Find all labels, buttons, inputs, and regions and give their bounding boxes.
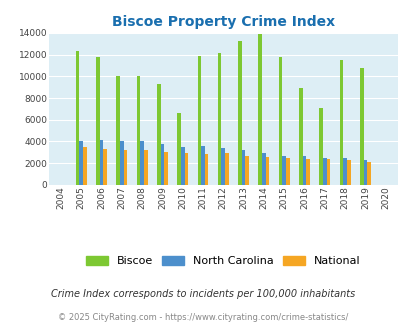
Bar <box>245 155 249 185</box>
Bar <box>123 149 127 185</box>
Bar <box>143 149 147 185</box>
Bar <box>258 34 262 185</box>
Bar <box>116 76 120 185</box>
Bar <box>96 57 99 185</box>
Bar <box>156 84 160 185</box>
Bar <box>265 157 269 185</box>
Text: © 2025 CityRating.com - https://www.cityrating.com/crime-statistics/: © 2025 CityRating.com - https://www.city… <box>58 313 347 322</box>
Bar <box>241 150 245 185</box>
Bar <box>103 149 107 185</box>
Bar <box>298 88 302 185</box>
Bar <box>181 148 184 185</box>
Bar <box>197 56 201 185</box>
Bar <box>221 148 224 185</box>
Bar <box>217 52 221 185</box>
Title: Biscoe Property Crime Index: Biscoe Property Crime Index <box>111 15 334 29</box>
Bar <box>343 158 346 185</box>
Bar <box>76 51 79 185</box>
Bar <box>278 57 282 185</box>
Bar <box>204 154 208 185</box>
Bar <box>224 153 228 185</box>
Text: Crime Index corresponds to incidents per 100,000 inhabitants: Crime Index corresponds to incidents per… <box>51 289 354 299</box>
Bar <box>282 156 286 185</box>
Legend: Biscoe, North Carolina, National: Biscoe, North Carolina, National <box>81 251 364 271</box>
Bar <box>366 162 370 185</box>
Bar <box>237 41 241 185</box>
Bar <box>322 158 326 185</box>
Bar <box>160 144 164 185</box>
Bar <box>339 60 343 185</box>
Bar <box>83 148 87 185</box>
Bar <box>164 152 168 185</box>
Bar <box>177 113 181 185</box>
Bar <box>302 156 305 185</box>
Bar <box>120 141 123 185</box>
Bar <box>79 141 83 185</box>
Bar <box>363 160 366 185</box>
Bar <box>136 76 140 185</box>
Bar <box>262 153 265 185</box>
Bar <box>319 108 322 185</box>
Bar <box>285 158 289 185</box>
Bar <box>326 159 330 185</box>
Bar <box>140 141 143 185</box>
Bar <box>184 153 188 185</box>
Bar <box>305 159 309 185</box>
Bar <box>201 146 205 185</box>
Bar <box>100 140 103 185</box>
Bar <box>359 68 363 185</box>
Bar <box>346 160 350 185</box>
